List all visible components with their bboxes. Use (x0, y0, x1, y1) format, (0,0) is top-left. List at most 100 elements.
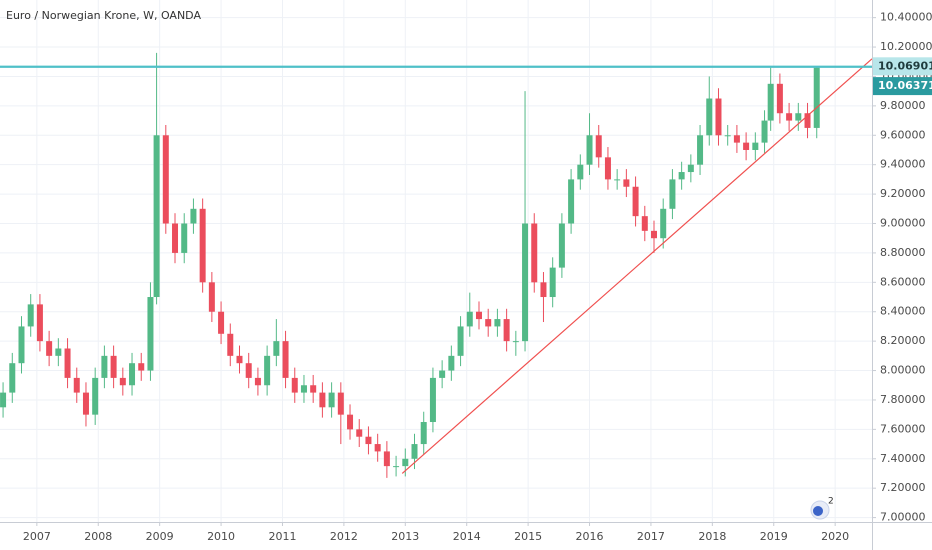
candle-body (172, 223, 179, 253)
candle-body (273, 341, 280, 356)
candle-body (586, 135, 593, 165)
candle-body (46, 341, 53, 356)
y-tick-label: 10.20000 (880, 40, 932, 53)
candle-body (420, 422, 427, 445)
y-tick-label: 7.80000 (880, 393, 926, 406)
candle-body (55, 348, 62, 356)
candle-body (623, 179, 630, 187)
candle-body (651, 230, 657, 239)
candle-body (439, 370, 446, 378)
y-tick-label: 7.00000 (880, 511, 926, 524)
candle-body (92, 377, 99, 415)
candle-body (291, 377, 298, 393)
candle-body (162, 135, 169, 224)
x-tick-label: 2008 (84, 530, 112, 543)
candle-body (448, 355, 455, 371)
candle-body (761, 120, 768, 143)
y-tick-label: 9.00000 (880, 217, 926, 230)
candle-body (218, 311, 225, 334)
y-tick-label: 9.80000 (880, 99, 926, 112)
x-tick-label: 2007 (23, 530, 51, 543)
candle-body (795, 113, 802, 121)
candle-body (522, 223, 529, 342)
plot (0, 52, 873, 478)
candle-body (697, 135, 704, 165)
candle-body (82, 392, 89, 415)
y-tick-label: 8.00000 (880, 364, 926, 377)
candle-body (181, 223, 188, 253)
y-tick-label: 9.60000 (880, 128, 926, 141)
candle-body (767, 83, 774, 121)
candle-body (383, 451, 390, 467)
candle-body (512, 341, 519, 343)
x-tick-label: 2020 (821, 530, 849, 543)
candle-body (138, 363, 145, 371)
candle-body (0, 392, 7, 408)
candle-body (153, 135, 160, 298)
candle-body (36, 304, 43, 342)
candle-body (752, 142, 759, 150)
candle-body (236, 355, 243, 364)
y-tick-label: 8.40000 (880, 305, 926, 318)
candle-body (199, 208, 206, 283)
candle-body (328, 392, 335, 408)
candle-body (365, 436, 372, 445)
candle-body (319, 392, 326, 408)
y-tick-label: 8.60000 (880, 275, 926, 288)
candle-body (595, 135, 602, 158)
candle-body (101, 355, 108, 378)
candle-body (147, 297, 154, 371)
candle-body (568, 179, 575, 224)
candle-body (614, 179, 621, 181)
x-tick-label: 2017 (637, 530, 665, 543)
axes: 7.00000 7.20000 7.40000 7.60000 7.80000 8.000… (23, 11, 932, 543)
y-tick-label: 7.40000 (880, 452, 926, 465)
logo: 2 (810, 497, 834, 520)
candle-body (687, 164, 694, 173)
candle-body (374, 444, 381, 452)
y-tick-label: 7.20000 (880, 481, 926, 494)
candle-body (660, 208, 667, 239)
candle-body (641, 216, 648, 231)
y-tick-label: 7.60000 (880, 422, 926, 435)
candle-body (715, 98, 722, 136)
y-tick-label: 8.80000 (880, 246, 926, 259)
price-tag (873, 57, 932, 76)
logo-badge: 2 (828, 497, 834, 507)
candle-body (254, 377, 261, 386)
price-tag (873, 77, 932, 96)
candle-body (549, 267, 556, 298)
x-tick-label: 2009 (146, 530, 174, 543)
candle-body (429, 377, 436, 423)
candle-body (402, 458, 409, 467)
candle-body (503, 319, 510, 342)
candle-body (110, 355, 117, 378)
candle-body (813, 67, 820, 128)
candle-body (356, 429, 363, 437)
candle-body (129, 363, 136, 386)
candle-body (724, 135, 731, 137)
chart-title: Euro / Norwegian Krone, W, OANDA (6, 9, 201, 22)
candle-body (119, 377, 126, 386)
candle-body (733, 135, 740, 143)
candle-body (64, 348, 71, 378)
candle-body (245, 363, 252, 378)
candle-body (531, 223, 538, 283)
candle-body (337, 392, 344, 415)
candle-body (804, 113, 811, 128)
x-tick-label: 2011 (268, 530, 296, 543)
candle-body (411, 444, 418, 459)
x-tick-label: 2010 (207, 530, 235, 543)
candle-body (776, 83, 783, 114)
candle-body (227, 333, 234, 356)
candle-body (786, 113, 793, 121)
logo-dot (813, 506, 823, 516)
candle-body (27, 304, 34, 327)
candle-body (678, 172, 685, 180)
trendline (401, 58, 873, 474)
candle-body (310, 385, 317, 393)
candle-body (558, 223, 565, 268)
candle-body (743, 142, 750, 150)
